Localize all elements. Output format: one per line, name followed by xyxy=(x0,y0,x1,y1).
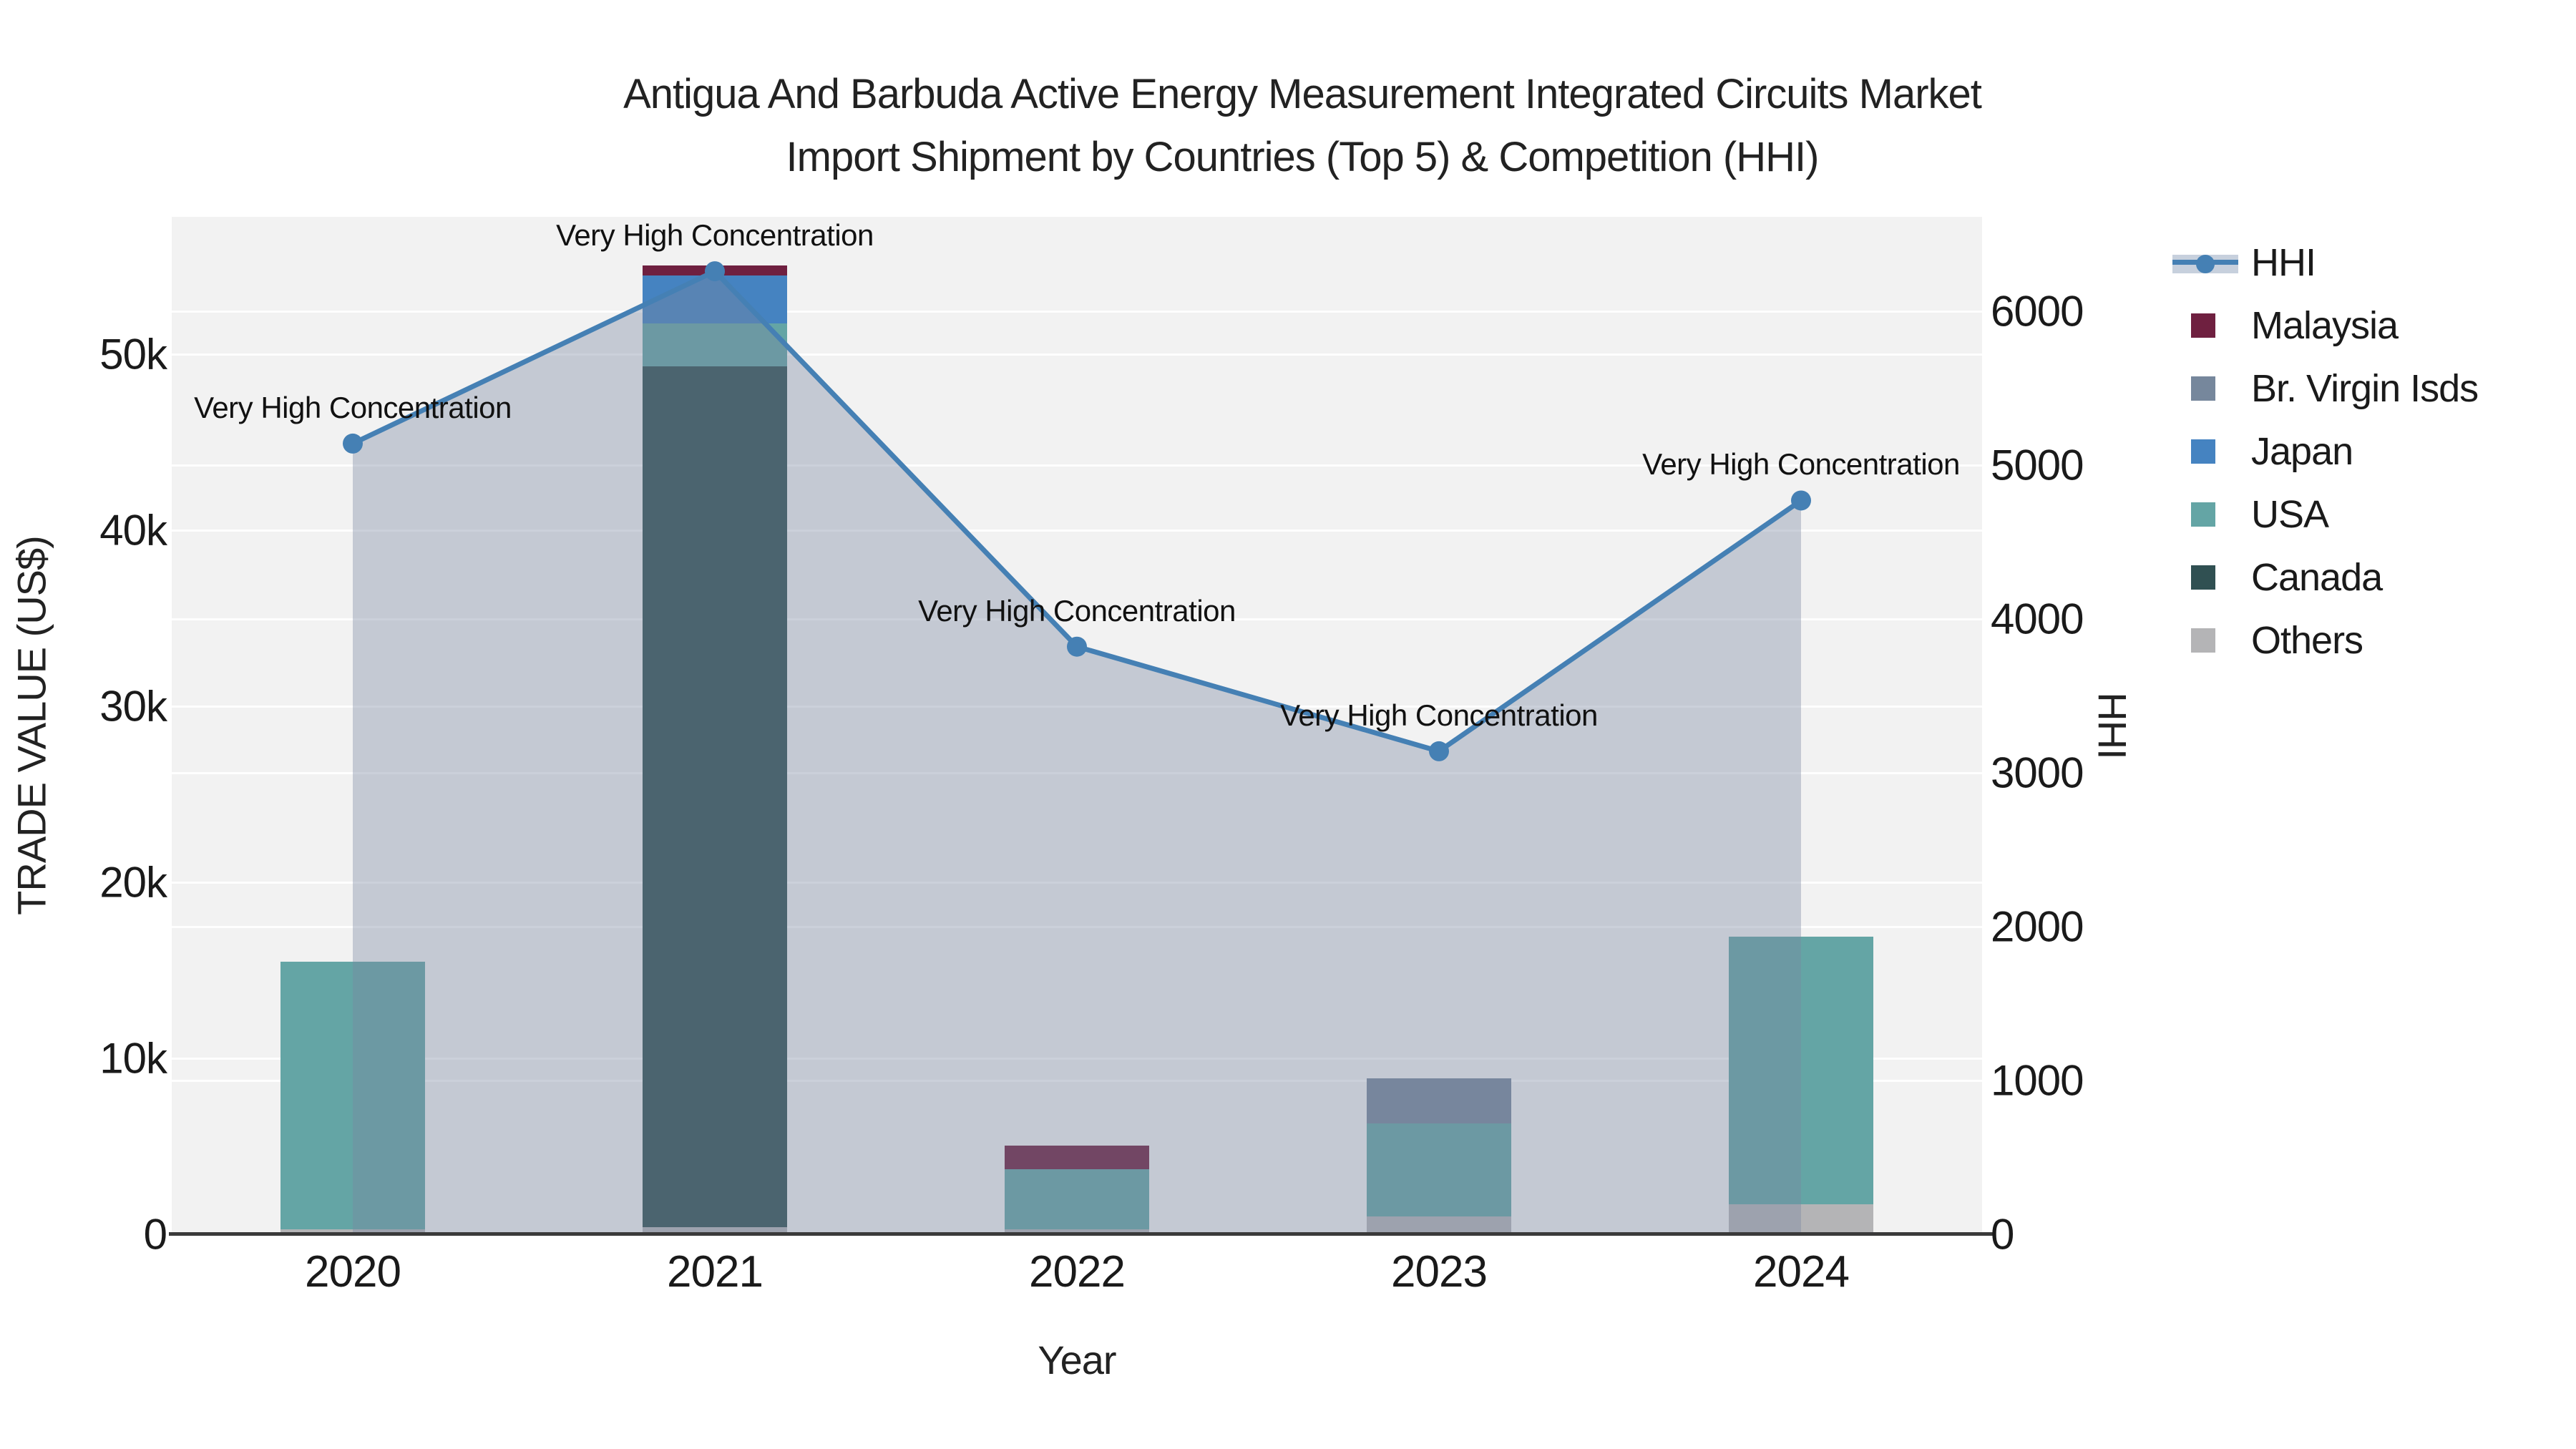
gridline-right-1000 xyxy=(172,1080,1982,1082)
legend-line-icon xyxy=(2172,248,2241,277)
bar-segment-others-2021[interactable] xyxy=(643,1227,787,1234)
bar-segment-malaysia-2022[interactable] xyxy=(1005,1145,1149,1169)
gridline-right-3000 xyxy=(172,772,1982,774)
annotation-2021: Very High Concentration xyxy=(556,218,874,253)
legend-label: Others xyxy=(2251,619,2363,662)
legend-item-others[interactable]: Others xyxy=(2172,609,2478,672)
gridline-right-2000 xyxy=(172,926,1982,928)
y-right-tick-0: 0 xyxy=(1991,1210,2014,1259)
annotation-2020: Very High Concentration xyxy=(194,390,512,424)
y-right-tick-3000: 3000 xyxy=(1991,748,2084,797)
legend-item-malaysia[interactable]: Malaysia xyxy=(2172,294,2478,357)
y-axis-right-title: HHI xyxy=(2089,692,2135,759)
gridline-left-30k xyxy=(172,705,1982,708)
legend-hhi-symbol xyxy=(2172,248,2238,277)
annotation-2023: Very High Concentration xyxy=(1280,698,1598,732)
y-right-tick-2000: 2000 xyxy=(1991,902,2084,951)
annotation-2022: Very High Concentration xyxy=(918,593,1236,628)
legend: HHI Malaysia Br. Virgin Isds Japan USA Canada… xyxy=(2172,231,2479,672)
legend-color-swatch xyxy=(2191,502,2215,527)
legend-label: USA xyxy=(2251,493,2329,536)
chart-title-line2: Import Shipment by Countries (Top 5) & C… xyxy=(786,134,1820,180)
annotation-2024: Very High Concentration xyxy=(1642,447,1960,482)
hhi-point-2020[interactable] xyxy=(343,433,363,454)
legend-label: Canada xyxy=(2251,556,2383,599)
legend-swatch-icon xyxy=(2172,439,2241,464)
hhi-point-2024[interactable] xyxy=(1791,490,1811,511)
gridline-right-6000 xyxy=(172,311,1982,313)
hhi-point-2022[interactable] xyxy=(1067,636,1087,657)
legend-swatch-icon xyxy=(2172,502,2241,527)
hhi-point-2023[interactable] xyxy=(1429,741,1449,761)
legend-color-swatch xyxy=(2191,565,2215,590)
bar-segment-usa-2021[interactable] xyxy=(643,323,787,367)
chart-title-line1: Antigua And Barbuda Active Energy Measur… xyxy=(623,71,1982,117)
bar-segment-usa-2023[interactable] xyxy=(1367,1123,1511,1217)
legend-item-usa[interactable]: USA xyxy=(2172,483,2478,546)
hhi-line xyxy=(351,268,1802,754)
x-tick-2023: 2023 xyxy=(1391,1247,1488,1297)
legend-item-br-virgin-isds[interactable]: Br. Virgin Isds xyxy=(2172,357,2479,420)
legend-label: Japan xyxy=(2251,430,2353,473)
legend-color-swatch xyxy=(2191,628,2215,653)
bar-segment-br-virgin-isds-2023[interactable] xyxy=(1367,1078,1511,1123)
x-tick-2021: 2021 xyxy=(667,1247,763,1297)
bar-segment-others-2024[interactable] xyxy=(1729,1204,1873,1234)
y-left-tick-30k: 30k xyxy=(99,682,167,731)
hhi-point-2021[interactable] xyxy=(705,261,725,282)
gridline-left-40k xyxy=(172,529,1982,532)
gridline-left-20k xyxy=(172,881,1982,884)
y-axis-left-title: TRADE VALUE (US$) xyxy=(9,536,54,915)
bar-segment-usa-2024[interactable] xyxy=(1729,937,1873,1205)
gridline-left-50k xyxy=(172,353,1982,356)
legend-line-part xyxy=(2196,255,2215,273)
bar-segment-others-2022[interactable] xyxy=(1005,1229,1149,1234)
y-left-tick-10k: 10k xyxy=(99,1034,167,1083)
x-tick-2020: 2020 xyxy=(305,1247,401,1297)
legend-color-swatch xyxy=(2191,313,2215,338)
legend-item-hhi[interactable]: HHI xyxy=(2172,231,2478,294)
x-axis-line xyxy=(169,1232,1994,1236)
bar-segment-usa-2020[interactable] xyxy=(280,961,425,1229)
legend-item-japan[interactable]: Japan xyxy=(2172,420,2478,483)
y-left-tick-40k: 40k xyxy=(99,506,167,555)
y-right-tick-4000: 4000 xyxy=(1991,595,2084,643)
legend-swatch-icon xyxy=(2172,565,2241,590)
y-left-tick-0: 0 xyxy=(143,1210,167,1259)
plot-area: Very High Concentration Very High Concent… xyxy=(172,217,1982,1234)
bar-segment-others-2020[interactable] xyxy=(280,1229,425,1234)
bar-segment-canada-2021[interactable] xyxy=(643,366,787,1228)
x-axis-title: Year xyxy=(1038,1337,1116,1382)
legend-swatch-icon xyxy=(2172,628,2241,653)
y-right-tick-1000: 1000 xyxy=(1991,1056,2084,1105)
y-left-tick-50k: 50k xyxy=(99,330,167,379)
hhi-area-fill xyxy=(353,271,1801,1234)
x-tick-2024: 2024 xyxy=(1753,1247,1850,1297)
legend-label: Br. Virgin Isds xyxy=(2251,367,2479,410)
x-tick-2022: 2022 xyxy=(1029,1247,1126,1297)
legend-swatch-icon xyxy=(2172,376,2241,401)
legend-color-swatch xyxy=(2191,439,2215,464)
chart-title: Antigua And Barbuda Active Energy Measur… xyxy=(623,63,1982,189)
y-right-tick-6000: 6000 xyxy=(1991,287,2084,336)
legend-color-swatch xyxy=(2191,376,2215,401)
y-left-tick-20k: 20k xyxy=(99,858,167,907)
gridline-left-10k xyxy=(172,1057,1982,1060)
legend-label: HHI xyxy=(2251,241,2316,284)
bar-segment-japan-2021[interactable] xyxy=(643,275,787,323)
legend-item-canada[interactable]: Canada xyxy=(2172,546,2478,609)
legend-swatch-icon xyxy=(2172,313,2241,338)
y-right-tick-5000: 5000 xyxy=(1991,441,2084,489)
bar-segment-others-2023[interactable] xyxy=(1367,1216,1511,1234)
bar-segment-usa-2022[interactable] xyxy=(1005,1169,1149,1229)
legend-label: Malaysia xyxy=(2251,304,2399,347)
